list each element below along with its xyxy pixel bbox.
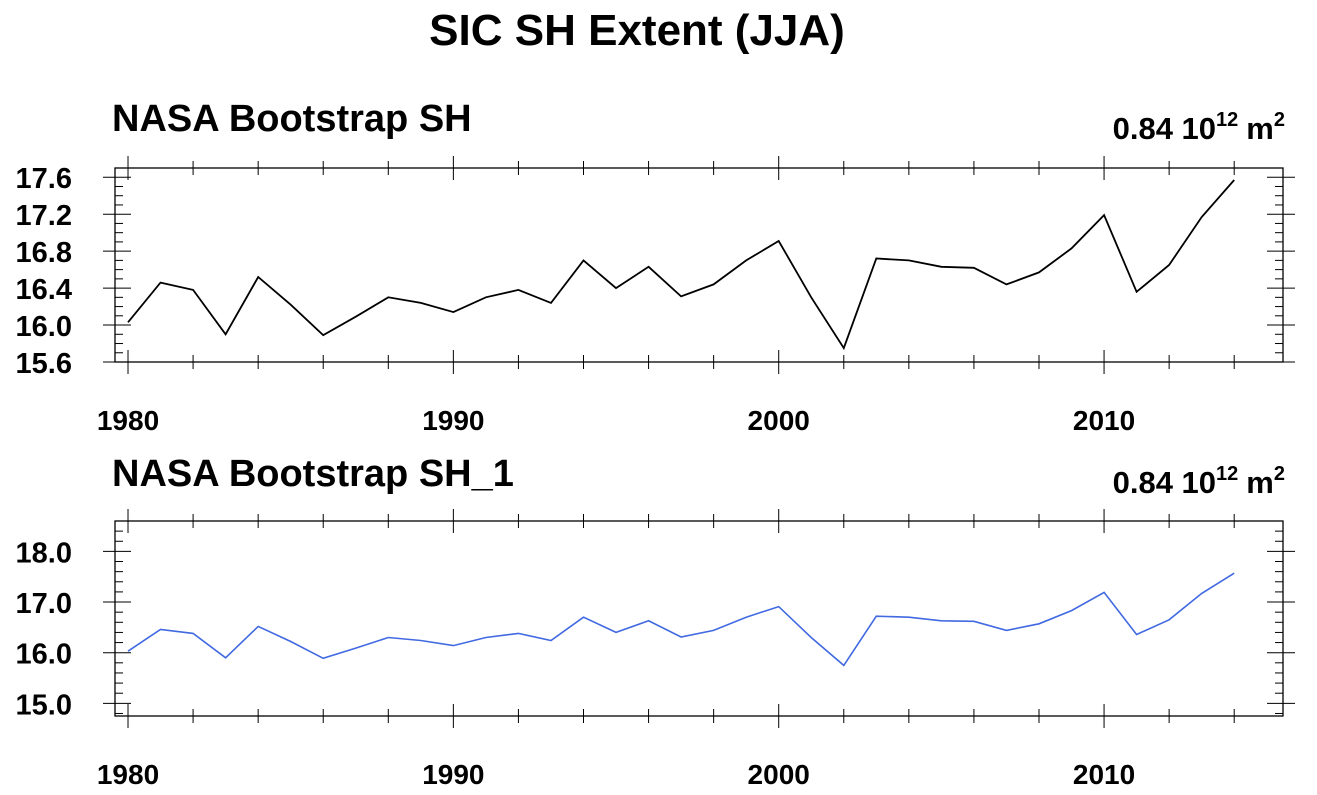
x-tick-label: 2010 (1073, 405, 1135, 436)
y-tick-label: 16.0 (16, 311, 72, 343)
figure-title: SIC SH Extent (JJA) (429, 6, 845, 55)
plot-frame (114, 520, 1284, 717)
panel-2-units-power: 2 (1274, 463, 1285, 485)
series-line (127, 179, 1235, 351)
y-tick-label: 18.0 (16, 537, 72, 569)
panel-1-title: NASA Bootstrap SH (112, 98, 472, 140)
y-tick-label: 16.4 (16, 274, 72, 306)
y-tick-label: 15.6 (16, 348, 72, 380)
y-tick-label: 17.6 (16, 163, 72, 195)
x-tick-label: 2000 (748, 405, 810, 436)
y-tick-label: 15.0 (16, 689, 72, 721)
panel-2-units: 0.84 1012​m2 (1113, 463, 1285, 500)
x-tick-label: 1980 (97, 405, 159, 436)
x-tick-label: 2000 (748, 759, 810, 790)
y-tick-label: 16.8 (16, 237, 72, 269)
y-tick-label: 17.2 (16, 200, 72, 232)
panel-1: NASA Bootstrap SH 0.84 1012​m2 1980 1990 2… (16, 98, 1295, 436)
panel-2-title: NASA Bootstrap SH_1 (112, 453, 514, 495)
panel-2-plot: 1980 1990 2000 2010 15.0 16.0 17.0 18.0 (16, 509, 1295, 790)
x-tick-label: 2010 (1073, 759, 1135, 790)
x-tick-label: 1980 (97, 759, 159, 790)
panel-1-units-power: 2 (1274, 109, 1285, 131)
panel-1-units: 0.84 1012​m2 (1113, 109, 1285, 146)
panel-1-plot: 1980 1990 2000 2010 15.6 16.0 16.4 16.8 17.2 17.6 (16, 156, 1295, 436)
panel-2-units-exponent: 12 (1216, 463, 1238, 485)
x-tick-label: 1990 (422, 759, 484, 790)
panel-2-units-unit: m (1246, 465, 1274, 500)
series-line (127, 572, 1235, 667)
panel-2-units-value: 0.84 10 (1113, 465, 1216, 500)
x-tick-label: 1990 (422, 405, 484, 436)
y-tick-label: 16.0 (16, 639, 72, 671)
panel-1-units-exponent: 12 (1216, 109, 1238, 131)
panel-2: NASA Bootstrap SH_1 0.84 1012​m2 1980 199… (16, 453, 1295, 790)
y-tick-label: 17.0 (16, 588, 72, 620)
plot-frame (114, 167, 1284, 363)
panel-1-units-value: 0.84 10 (1113, 111, 1216, 146)
panel-1-units-unit: m (1246, 111, 1274, 146)
